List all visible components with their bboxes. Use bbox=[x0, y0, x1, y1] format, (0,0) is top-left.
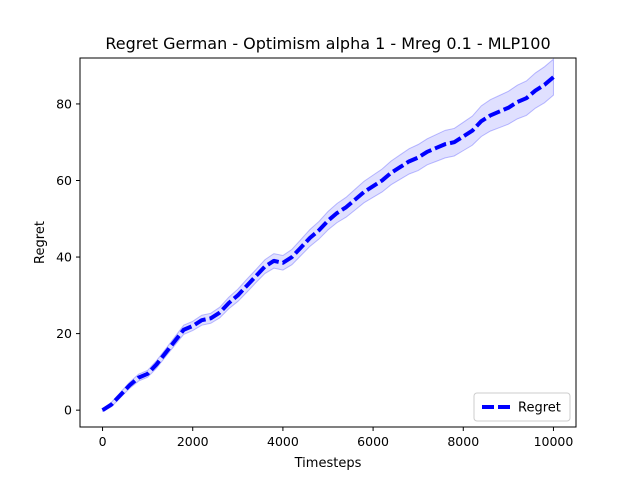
y-tick-label: 0 bbox=[64, 403, 72, 418]
y-tick-label: 80 bbox=[56, 96, 72, 111]
y-axis-label: Regret bbox=[33, 221, 48, 264]
x-tick-label: 2000 bbox=[177, 434, 209, 449]
plot-frame bbox=[79, 57, 577, 428]
x-tick-label: 8000 bbox=[447, 434, 479, 449]
y-tick-label: 40 bbox=[56, 250, 72, 265]
y-tick-label: 20 bbox=[56, 326, 72, 341]
x-axis: 0 2000 4000 6000 8000 10000 bbox=[99, 427, 574, 449]
x-tick-label: 4000 bbox=[267, 434, 299, 449]
regret-series-line bbox=[101, 75, 555, 412]
legend-box bbox=[473, 392, 571, 422]
confidence-band bbox=[102, 58, 554, 413]
x-axis-label: Timesteps bbox=[294, 456, 362, 471]
chart-title: Regret German - Optimism alpha 1 - Mreg … bbox=[105, 34, 550, 53]
y-axis: 0 20 40 60 80 bbox=[56, 96, 80, 418]
x-tick-label: 10000 bbox=[534, 434, 574, 449]
y-tick-label: 60 bbox=[56, 173, 72, 188]
x-tick-label: 0 bbox=[99, 434, 107, 449]
legend: Regret bbox=[473, 392, 571, 422]
plot-area bbox=[101, 58, 555, 413]
x-tick-label: 6000 bbox=[357, 434, 389, 449]
legend-label-regret: Regret bbox=[518, 401, 561, 416]
